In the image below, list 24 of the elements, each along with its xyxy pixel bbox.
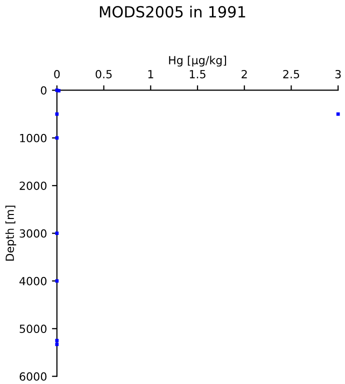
y-tick-label: 1000 (20, 134, 46, 142)
y-tick-label: 4000 (19, 276, 46, 286)
point (55, 232, 59, 235)
x-tick-label: 2 (242, 70, 247, 78)
point (55, 338, 59, 342)
point (55, 342, 59, 346)
point (55, 136, 59, 140)
y-tick-label: 5000 (20, 324, 46, 334)
y-tick-label: 2000 (20, 182, 46, 190)
y-tick-label: 3000 (20, 229, 46, 238)
y-tick-label: 0 (40, 86, 46, 95)
y-axis-title: Depth [m] (5, 206, 16, 261)
x-tick-label: 0.5 (96, 70, 112, 78)
x-tick-label: 1 (148, 70, 154, 78)
chart-title: MODS2005 in 1991 (100, 6, 246, 18)
point (55, 279, 59, 283)
point (336, 112, 340, 116)
x-tick-label: 3 (335, 70, 341, 78)
x-tick-label: 0 (54, 70, 60, 78)
x-tick-label: 1.5 (190, 70, 206, 78)
y-tick-label: 6000 (20, 372, 46, 381)
x-tick-label: 2.5 (283, 70, 300, 78)
x-axis-title: Hg [µg/kg] (169, 56, 226, 67)
point (55, 112, 59, 116)
